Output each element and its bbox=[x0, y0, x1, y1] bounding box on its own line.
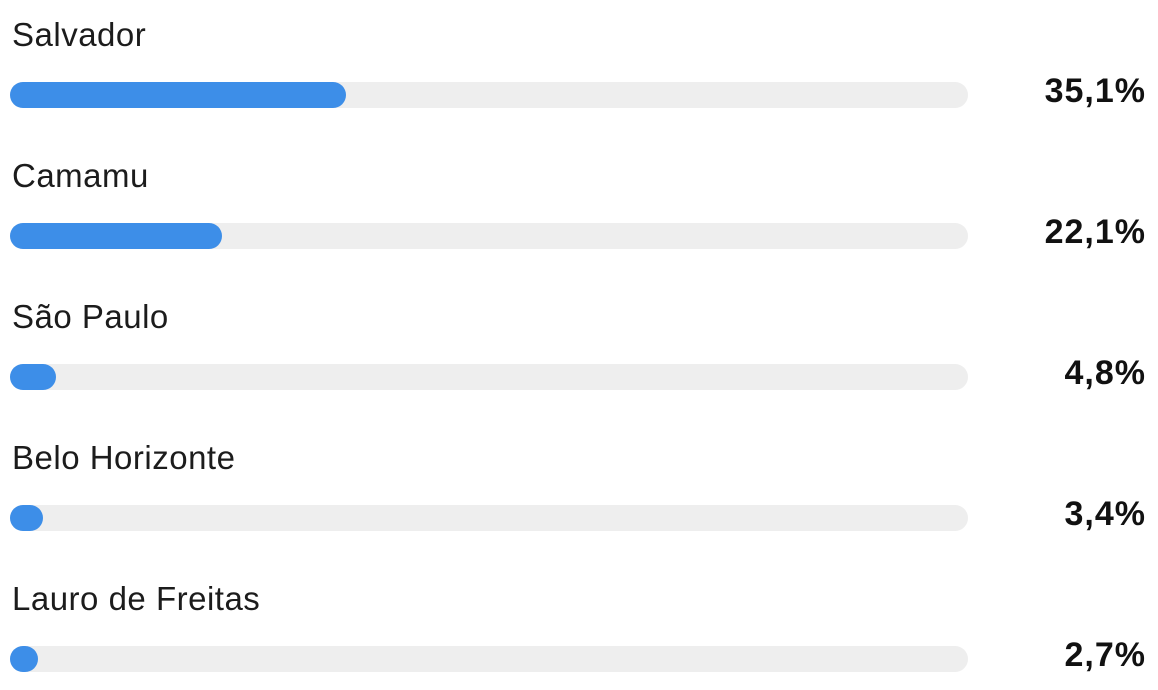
bar-fill bbox=[10, 505, 43, 531]
bar-category-label: Camamu bbox=[12, 157, 149, 194]
bar-fill bbox=[10, 223, 222, 249]
bar-value-label: 3,4% bbox=[1064, 495, 1146, 533]
bar-value-label: 22,1% bbox=[1044, 213, 1146, 251]
bar-value-label: 2,7% bbox=[1064, 636, 1146, 674]
bar-row: Belo Horizonte 3,4% bbox=[0, 439, 1158, 549]
bar-value-label: 35,1% bbox=[1044, 72, 1146, 110]
bar-category-label: Lauro de Freitas bbox=[12, 580, 261, 617]
bar-fill bbox=[10, 364, 56, 390]
bar-category-label: Belo Horizonte bbox=[12, 439, 236, 476]
bar-category-label: São Paulo bbox=[12, 298, 169, 335]
bar-track bbox=[10, 223, 968, 249]
bar-fill bbox=[10, 646, 38, 672]
bar-category-label: Salvador bbox=[12, 16, 147, 53]
bar-value-label: 4,8% bbox=[1064, 354, 1146, 392]
bar-row: Salvador 35,1% bbox=[0, 16, 1158, 126]
bar-row: São Paulo 4,8% bbox=[0, 298, 1158, 408]
bar-track bbox=[10, 646, 968, 672]
bar-track bbox=[10, 505, 968, 531]
bar-fill bbox=[10, 82, 346, 108]
bar-track bbox=[10, 364, 968, 390]
city-distribution-chart: Salvador 35,1% Camamu 22,1% São Paulo 4,8% Bel… bbox=[0, 16, 1158, 674]
bar-track bbox=[10, 82, 968, 108]
bar-row: Lauro de Freitas 2,7% bbox=[0, 580, 1158, 690]
bar-row: Camamu 22,1% bbox=[0, 157, 1158, 267]
